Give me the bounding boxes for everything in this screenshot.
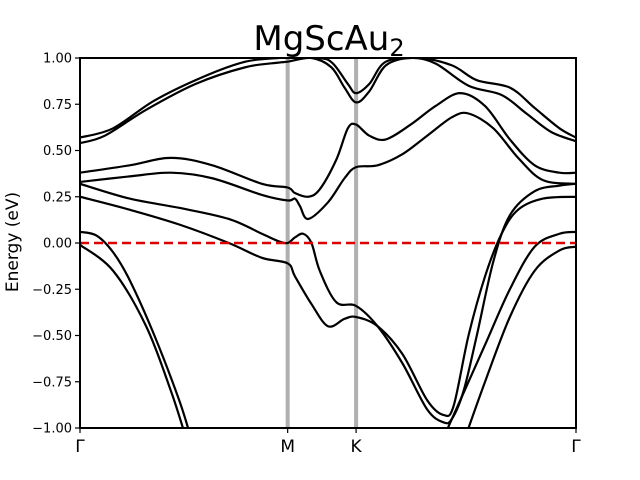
- y-axis-label: Energy (eV): [3, 192, 23, 292]
- band-6: [80, 182, 576, 425]
- band-2: [80, 230, 190, 428]
- y-ticks: −1.00 −0.75 −0.50 −0.25 0.00 0.25 0.50 0.75 1.00: [32, 52, 80, 437]
- y-tick-label: 0.25: [43, 190, 72, 205]
- x-tick-label: M: [280, 437, 295, 457]
- band-4: [446, 230, 576, 428]
- x-tick-label: K: [351, 437, 363, 457]
- band-5: [80, 195, 576, 418]
- x-tick-label: Γ: [571, 437, 581, 457]
- y-tick-label: −0.25: [32, 283, 72, 298]
- band-10: [80, 58, 576, 139]
- y-tick-label: −0.75: [32, 375, 72, 390]
- band-3: [467, 245, 576, 428]
- band-9: [80, 58, 576, 145]
- chart-title: MgScAu2: [253, 19, 404, 62]
- band-7: [80, 111, 576, 221]
- y-tick-label: 0.00: [43, 237, 72, 252]
- x-tick-label: Γ: [75, 437, 85, 457]
- y-tick-label: 1.00: [43, 52, 72, 67]
- y-tick-label: 0.75: [43, 98, 72, 113]
- bands-layer: [80, 58, 576, 428]
- y-tick-label: −1.00: [32, 422, 72, 437]
- y-tick-label: 0.50: [43, 144, 72, 159]
- band-1: [80, 243, 185, 428]
- band-8: [80, 92, 576, 198]
- y-tick-label: −0.50: [32, 329, 72, 344]
